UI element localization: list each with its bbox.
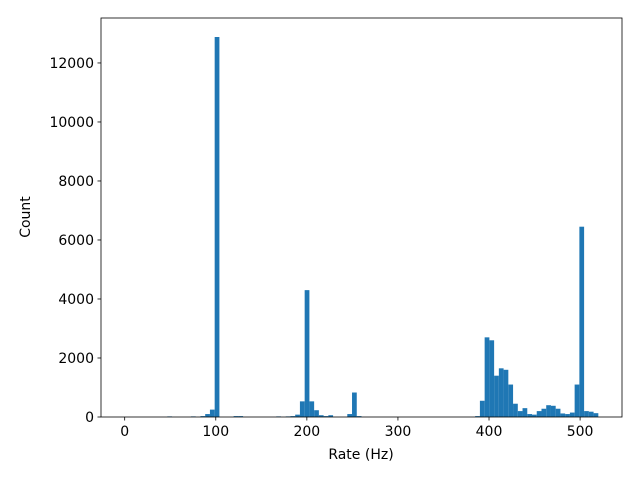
bar [550, 405, 556, 417]
bar [290, 416, 296, 417]
bar [309, 401, 315, 417]
bar [536, 411, 542, 417]
bar [579, 226, 585, 417]
bar [508, 384, 514, 417]
bar [527, 414, 533, 417]
bar [475, 416, 480, 417]
bar [299, 401, 305, 417]
bar [205, 414, 210, 417]
y-tick-label: 12000 [49, 56, 94, 72]
bar [209, 409, 215, 417]
bar [200, 416, 206, 417]
x-axis-label: Rate (Hz) [328, 447, 393, 463]
y-tick-label: 6000 [58, 233, 94, 249]
bar [541, 408, 547, 417]
bar [352, 392, 357, 417]
bar [238, 416, 244, 417]
bar [560, 413, 566, 417]
bar [295, 414, 300, 417]
bar [584, 411, 589, 417]
y-tick-label: 8000 [58, 174, 94, 190]
bar [588, 411, 594, 417]
bar [546, 405, 551, 417]
bar [479, 400, 485, 417]
bar [356, 416, 362, 417]
bar [214, 37, 220, 417]
x-tick-label: 500 [567, 424, 594, 440]
bar [593, 413, 599, 417]
bar [347, 414, 353, 417]
bar [532, 414, 537, 417]
bar [494, 375, 499, 417]
bar [517, 411, 523, 417]
bar [565, 414, 570, 417]
bar [484, 337, 490, 417]
x-tick-label: 300 [385, 424, 412, 440]
bar [555, 408, 561, 417]
x-tick-label: 200 [293, 424, 320, 440]
bar [498, 368, 504, 417]
bar [513, 403, 518, 417]
bar [323, 416, 329, 417]
y-tick-label: 4000 [58, 292, 94, 308]
y-tick-label: 0 [85, 410, 94, 426]
y-tick-label: 10000 [49, 115, 94, 131]
x-tick-label: 100 [202, 424, 229, 440]
bar [503, 369, 509, 417]
bar [233, 416, 239, 417]
bar [318, 415, 324, 417]
bar [522, 408, 528, 417]
bar [314, 410, 319, 417]
y-tick-label: 2000 [58, 351, 94, 367]
x-tick-label: 0 [120, 424, 129, 440]
bar [328, 415, 334, 417]
axes-frame [100, 17, 623, 418]
bar [574, 384, 580, 417]
bar [304, 290, 310, 417]
bar [489, 340, 495, 417]
bar [569, 412, 575, 417]
y-axis-label: Count [18, 196, 34, 238]
x-tick-label: 400 [476, 424, 503, 440]
